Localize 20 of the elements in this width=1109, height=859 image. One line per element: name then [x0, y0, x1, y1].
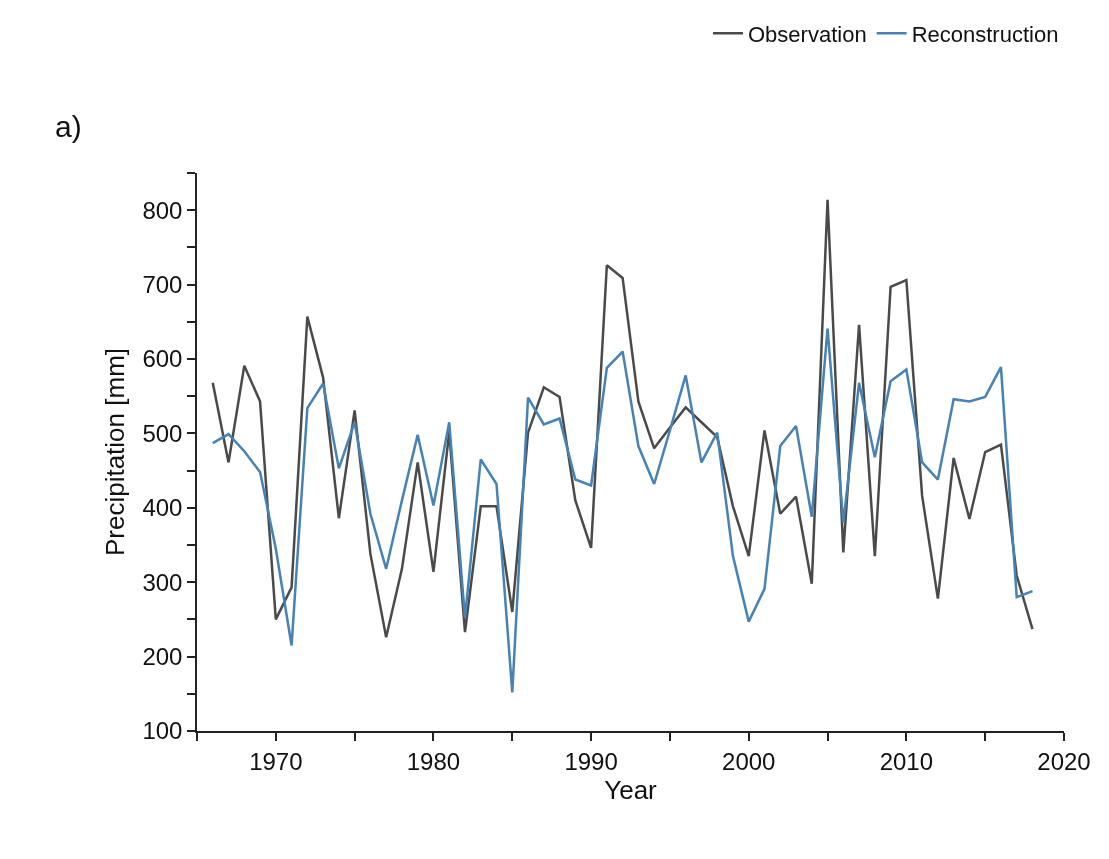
legend-label: Reconstruction	[911, 21, 1059, 47]
x-tick-label: 2020	[1037, 747, 1091, 775]
text: a)	[55, 110, 82, 143]
y-tick-label: 700	[142, 271, 183, 298]
y-tick-label: 400	[142, 494, 183, 522]
x-tick-label: 2000	[722, 747, 776, 775]
y-tick-label: 600	[142, 345, 183, 373]
x-tick-label: 1990	[564, 747, 618, 775]
line-series	[211, 327, 1034, 694]
y-tick-label: 800	[142, 196, 183, 224]
x-tick-label: 2010	[879, 747, 934, 775]
y-tick-label: 500	[142, 419, 183, 447]
y-tick-label: 300	[142, 568, 183, 596]
x-tick-label: 1980	[406, 747, 461, 775]
y-axis-title: Precipitation [mm]	[100, 347, 131, 557]
y-tick-label: 100	[142, 717, 183, 745]
x-tick-label: 1970	[249, 747, 303, 775]
legend-label: Observation	[748, 21, 867, 47]
x-axis-title: Year	[604, 774, 658, 805]
y-tick-label: 200	[142, 643, 183, 670]
